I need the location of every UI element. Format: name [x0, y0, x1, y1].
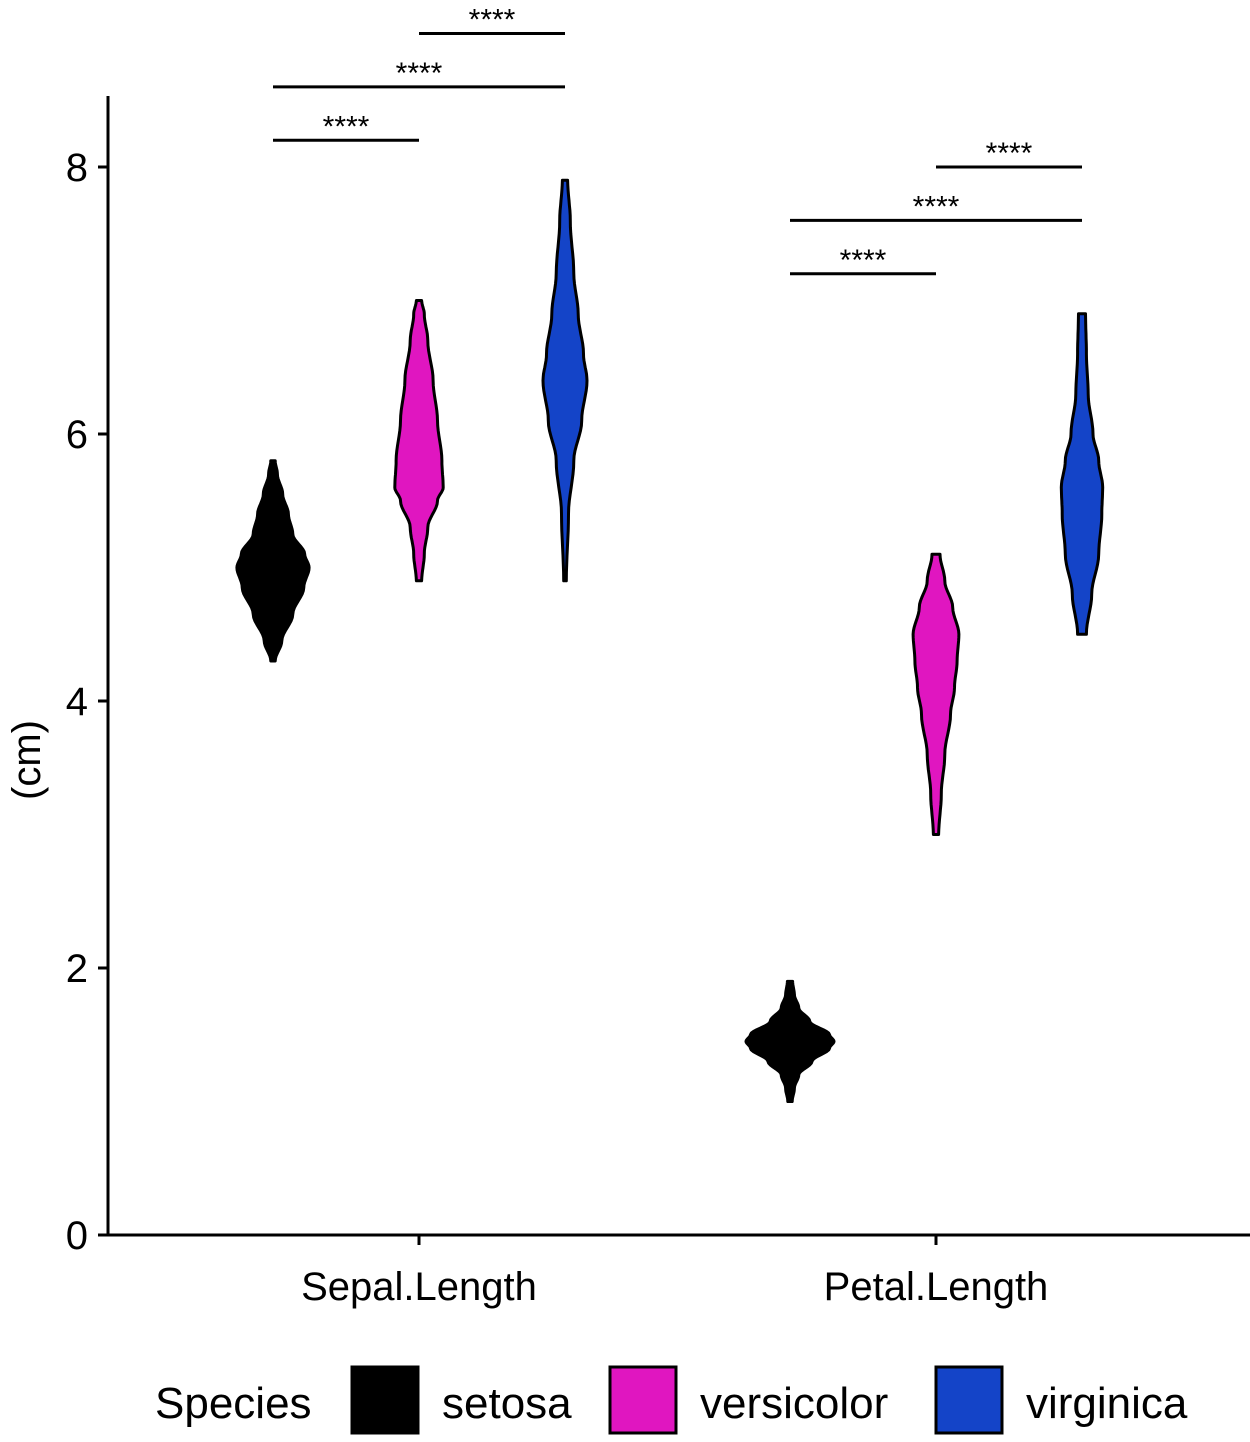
legend-key-virginica [934, 1365, 1004, 1435]
y-tick-label: 6 [66, 413, 88, 457]
violin-setosa-sepal-length [235, 459, 311, 663]
legend-label-versicolor: versicolor [700, 1379, 888, 1428]
y-tick-label: 8 [66, 146, 88, 190]
y-tick-label: 2 [66, 947, 88, 991]
violin-virginica-sepal-length [541, 178, 589, 583]
significance-label: **** [396, 57, 443, 90]
violin-versicolor-sepal-length [393, 299, 445, 583]
violin-virginica-petal-length [1059, 312, 1105, 636]
legend: Species setosa versicolor virginica [155, 1365, 1188, 1435]
significance-label: **** [913, 190, 960, 223]
y-tick-label: 0 [66, 1214, 88, 1258]
y-ticks: 0 2 4 6 8 [66, 146, 108, 1258]
y-tick-label: 4 [66, 680, 88, 724]
significance-label: **** [469, 4, 516, 37]
legend-title: Species [155, 1379, 312, 1428]
violins [235, 178, 1105, 1103]
legend-label-virginica: virginica [1026, 1379, 1188, 1428]
significance-brackets: **** **** **** **** **** **** [273, 4, 1082, 277]
axes [106, 96, 1250, 1237]
significance-label: **** [986, 137, 1033, 170]
violin-setosa-petal-length [744, 979, 836, 1103]
legend-label-setosa: setosa [442, 1379, 572, 1428]
significance-label: **** [323, 110, 370, 143]
legend-key-versicolor [608, 1365, 678, 1435]
significance-label: **** [840, 244, 887, 277]
x-ticks: Sepal.Length Petal.Length [301, 1235, 1048, 1309]
legend-key-setosa [350, 1365, 420, 1435]
x-tick-label: Sepal.Length [301, 1265, 537, 1309]
y-axis-title: (cm) [5, 720, 49, 800]
violin-versicolor-petal-length [911, 552, 961, 836]
x-tick-label: Petal.Length [824, 1265, 1049, 1309]
